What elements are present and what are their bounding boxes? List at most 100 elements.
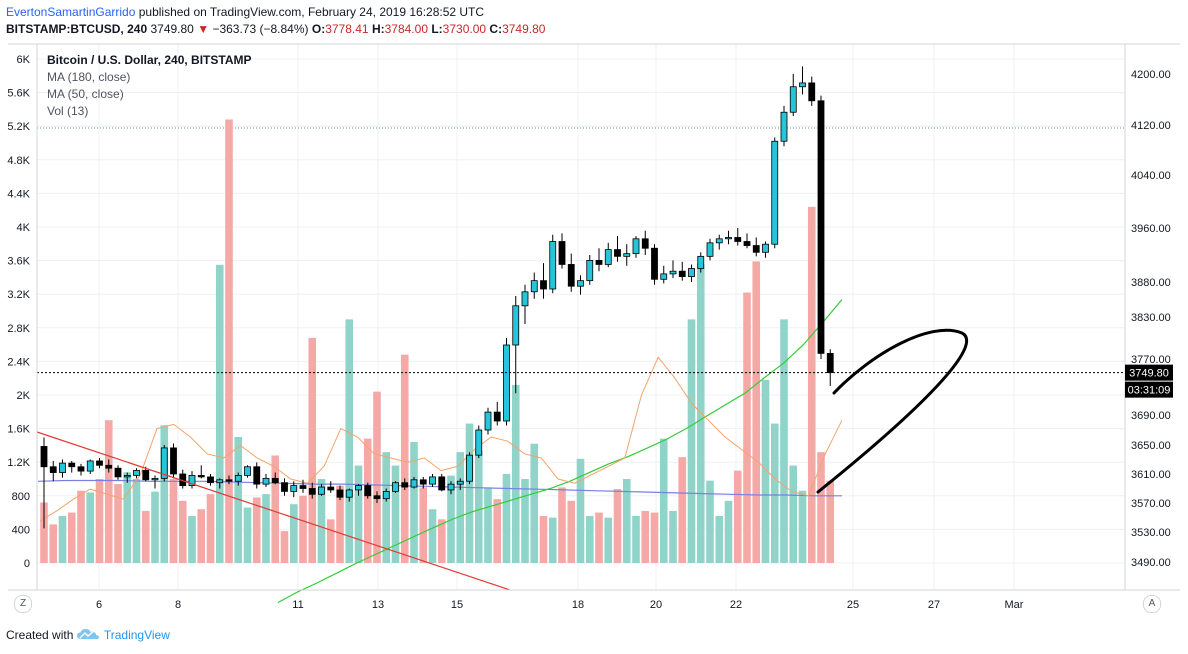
legend-title: Bitcoin / U.S. Dollar, 240, BITSTAMP xyxy=(47,53,252,67)
volume-tick-label: 2K xyxy=(17,390,31,402)
candle-body xyxy=(114,467,122,478)
time-tick-label: Mar xyxy=(1005,599,1024,611)
candle-body xyxy=(105,464,113,469)
volume-bar xyxy=(169,479,178,563)
volume-bar xyxy=(354,465,363,563)
candle-body xyxy=(429,476,436,485)
candle-body xyxy=(419,479,427,485)
close-value: 3749.80 xyxy=(502,22,546,36)
candle xyxy=(586,255,594,285)
volume-bar xyxy=(345,319,354,563)
countdown-badge-text: 03:31:09 xyxy=(1128,385,1171,397)
volume-bars xyxy=(40,119,835,563)
author-link[interactable]: EvertonSamartinGarrido xyxy=(6,5,136,19)
candle xyxy=(429,474,436,488)
publish-info: published on TradingView.com, February 2… xyxy=(138,5,485,19)
candle xyxy=(549,234,557,294)
volume-bar xyxy=(40,502,48,563)
volume-bar xyxy=(419,487,428,563)
price-tick-label: 3960.00 xyxy=(1131,223,1171,235)
candle xyxy=(641,230,649,255)
volume-bar xyxy=(567,500,576,563)
low-value: 3730.00 xyxy=(442,22,487,36)
candle xyxy=(253,462,261,489)
price-tick-label: 3770.00 xyxy=(1131,354,1171,366)
legend-ma50: MA (50, close) xyxy=(47,87,124,101)
volume-bar xyxy=(743,292,751,563)
candle xyxy=(170,443,177,479)
volume-tick-label: 1.2K xyxy=(7,457,30,469)
volume-tick-label: 4K xyxy=(17,222,31,234)
candle xyxy=(558,233,566,269)
price-tick-label: 3490.00 xyxy=(1131,557,1171,569)
high-value: 3784.00 xyxy=(384,22,428,36)
candle xyxy=(160,445,168,482)
auto-scale-button[interactable]: A xyxy=(1143,595,1161,613)
volume-bar xyxy=(206,494,215,563)
candle xyxy=(216,478,224,489)
candle xyxy=(789,74,797,117)
candle-body xyxy=(133,469,140,476)
volume-bar xyxy=(659,438,668,563)
volume-bar xyxy=(58,515,67,563)
candle-body xyxy=(604,249,612,265)
volume-bar xyxy=(317,479,326,563)
volume-bar xyxy=(558,487,566,563)
timezone-button[interactable]: Z xyxy=(14,595,32,613)
candle xyxy=(817,95,825,359)
countdown-badge: 03:31:09 xyxy=(1125,381,1173,398)
candle-body xyxy=(253,466,261,485)
time-tick-label: 20 xyxy=(650,599,662,611)
candle-body xyxy=(678,270,686,278)
volume-bar xyxy=(77,490,85,563)
volume-bar xyxy=(780,319,788,563)
volume-bar xyxy=(178,500,187,563)
last-price-badge-bg xyxy=(1125,364,1173,381)
volume-tick-label: 4.8K xyxy=(7,155,30,167)
trendline xyxy=(36,431,511,591)
candle-body xyxy=(780,111,788,142)
volume-bar xyxy=(234,437,243,563)
candle xyxy=(734,228,742,246)
candle-body xyxy=(540,280,547,290)
candle-body xyxy=(466,454,473,482)
volume-bar xyxy=(67,512,76,563)
volume-bar xyxy=(696,263,705,563)
candle-body xyxy=(752,245,760,253)
candle-body xyxy=(475,429,483,456)
candle-body xyxy=(410,479,418,488)
candle-body xyxy=(484,411,492,431)
volume-bar xyxy=(373,391,381,563)
volume-bar xyxy=(576,458,585,563)
candle-body xyxy=(382,490,390,500)
volume-bar xyxy=(326,519,335,563)
candle-body xyxy=(262,477,270,485)
volume-bar xyxy=(391,465,400,563)
candle xyxy=(688,264,695,282)
candle xyxy=(355,484,362,496)
volume-bar xyxy=(188,515,196,563)
volume-tick-label: 1.6K xyxy=(7,424,30,436)
candle-body xyxy=(493,411,501,422)
volume-bar xyxy=(252,497,261,563)
candle-body xyxy=(170,447,177,475)
volume-bar xyxy=(262,494,270,563)
candle xyxy=(484,407,492,435)
volume-bar xyxy=(86,492,95,563)
tradingview-link[interactable]: TradingView xyxy=(103,628,170,642)
volume-bar xyxy=(733,470,742,563)
created-with: Created with xyxy=(6,628,74,642)
volume-bar xyxy=(336,485,344,563)
candle xyxy=(651,244,658,285)
open-label: O: xyxy=(311,22,326,36)
candle-body xyxy=(734,237,742,242)
candle xyxy=(123,472,131,483)
candle-body xyxy=(345,489,353,498)
volume-bar xyxy=(669,510,677,563)
price-tick-label: 3830.00 xyxy=(1131,312,1171,324)
time-tick-label: 25 xyxy=(847,599,859,611)
candle xyxy=(77,463,85,476)
volume-bar xyxy=(151,491,159,563)
candle-body xyxy=(595,259,603,265)
